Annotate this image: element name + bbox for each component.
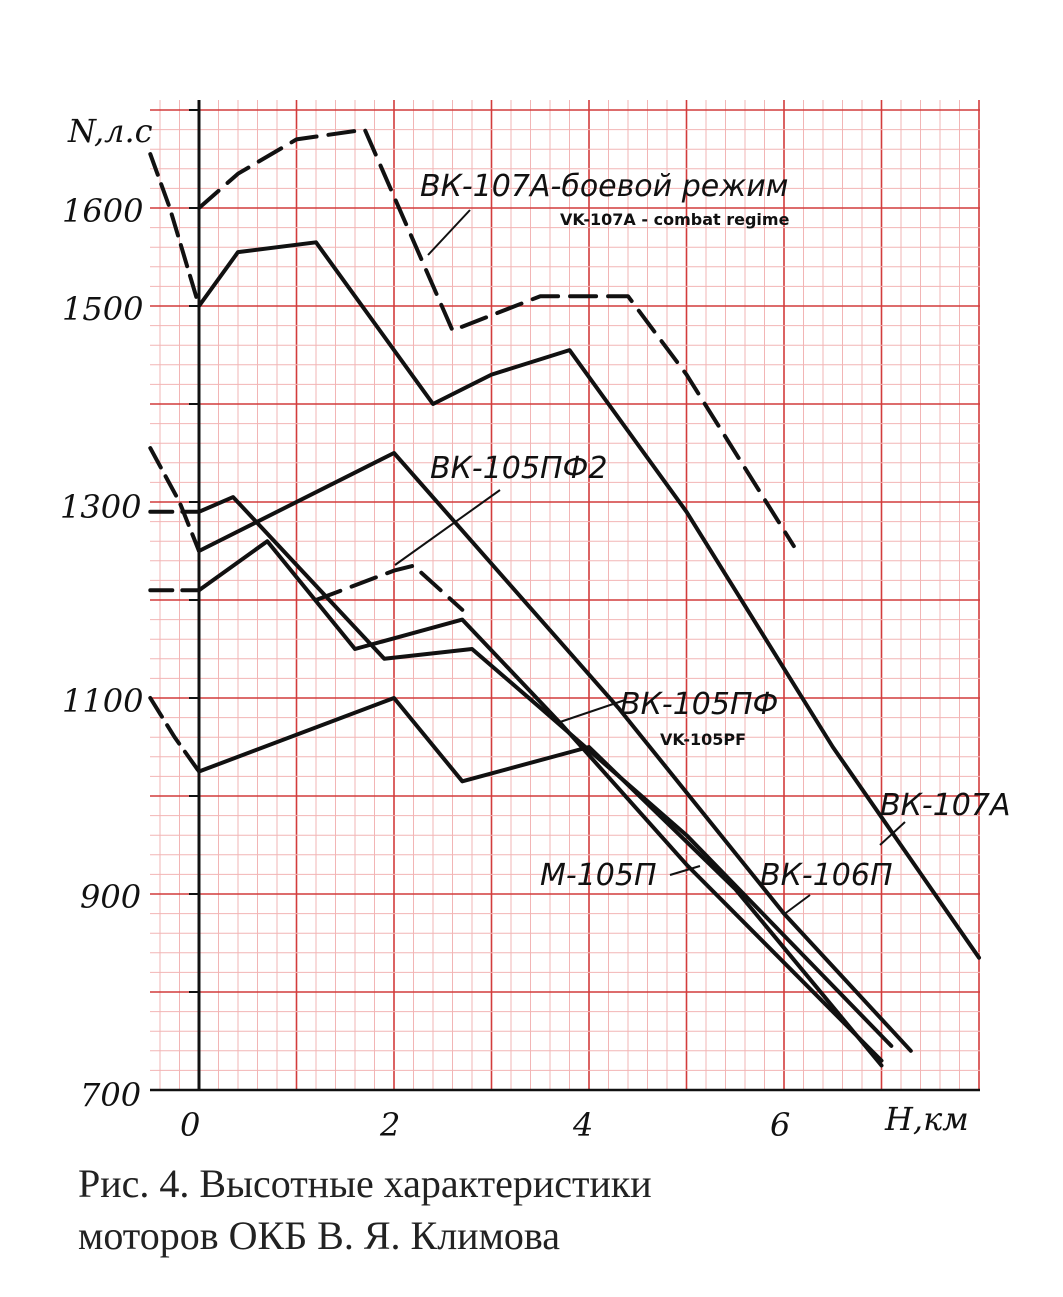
label-leader-lines	[394, 209, 906, 916]
leader-line-4	[669, 865, 701, 876]
leader-line-0	[427, 209, 471, 256]
leader-line-5	[782, 894, 811, 916]
y-tick-label-1500: 1500	[62, 290, 143, 328]
label-m105p: М-105П	[540, 858, 657, 893]
label-vk107a-combat: ВК-107А-боевой режим	[420, 169, 788, 204]
label-vk107a-combat-en: VK-107A - combat regime	[560, 210, 790, 229]
series-line-3	[314, 563, 465, 612]
altitude-chart: N,л.с H,км 700 900 1100 1300 1500 1600 0…	[60, 100, 1011, 1144]
label-vk107a: ВК-107А	[880, 788, 1011, 823]
leader-line-1	[394, 489, 501, 566]
series-line-6	[197, 696, 884, 1068]
y-tick-label-1300: 1300	[60, 488, 141, 526]
label-vk106p: ВК-106П	[760, 858, 893, 893]
x-tick-label-4: 4	[572, 1106, 593, 1144]
x-tick-label-2: 2	[379, 1106, 400, 1144]
y-tick-label-1600: 1600	[62, 192, 143, 230]
series-line-1	[197, 240, 981, 960]
label-vk105pf-en: VK-105PF	[660, 730, 746, 749]
caption-line-1: Рис. 4. Высотные характеристики	[78, 1161, 652, 1206]
label-vk105pf: ВК-105ПФ	[620, 687, 778, 722]
series-line-4	[197, 539, 884, 1063]
caption-line-2: моторов ОКБ В. Я. Климова	[78, 1213, 560, 1258]
y-tick-label-700: 700	[80, 1076, 141, 1114]
left-dashed-prefixes	[148, 152, 201, 774]
y-tick-label-1100: 1100	[62, 682, 143, 720]
x-tick-label-0: 0	[180, 1106, 200, 1144]
x-tick-label-6: 6	[770, 1106, 790, 1144]
series-line-2	[197, 451, 913, 1053]
left-prefix-line-0	[148, 152, 201, 308]
chart-series	[197, 127, 981, 1068]
leader-line-3	[879, 821, 906, 846]
left-prefix-line-4	[148, 696, 201, 774]
series-line-0	[197, 127, 796, 549]
label-vk105pf2: ВК-105ПФ2	[430, 451, 607, 486]
figure-caption: Рис. 4. Высотные характеристики моторов …	[78, 1158, 978, 1262]
left-prefix-line-1	[148, 446, 201, 553]
y-axis-label: N,л.с	[67, 112, 153, 150]
chart-grid	[150, 100, 980, 1092]
series-line-5	[197, 495, 894, 1048]
x-axis-label: H,км	[884, 1100, 969, 1138]
leader-line-2	[559, 699, 626, 723]
y-tick-label-900: 900	[80, 878, 141, 916]
